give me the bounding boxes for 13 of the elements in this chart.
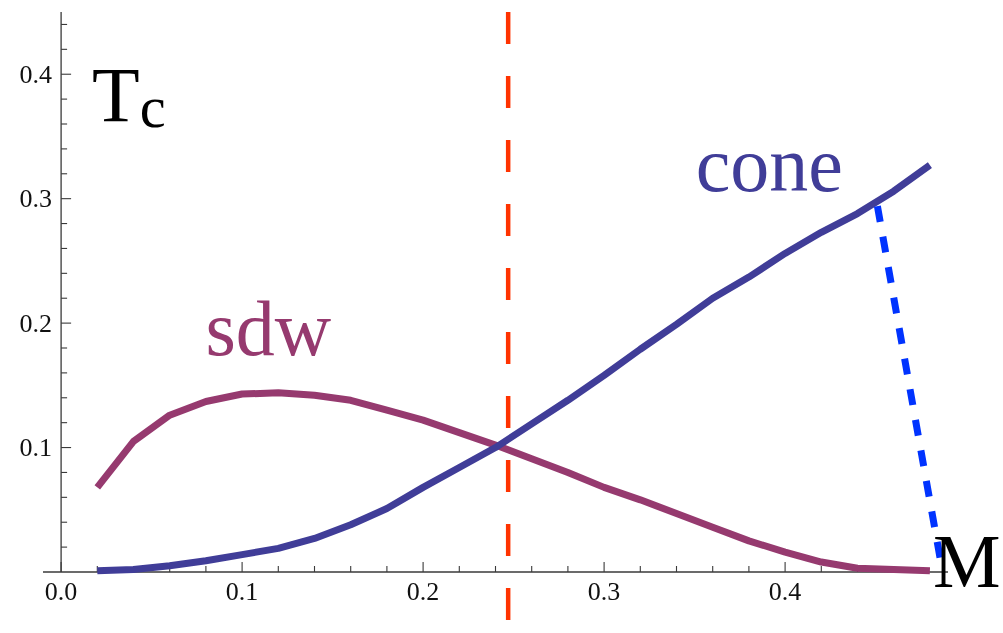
x-tick-label: 0.0 [44,577,78,606]
y-tick-label: 0.2 [19,308,53,338]
x-axis-title: M [933,519,1001,603]
x-tick-label: 0.4 [768,577,802,606]
x-tick-label: 0.3 [587,577,621,606]
x-tick-label: 0.1 [225,577,259,606]
x-tick-label: 0.2 [406,577,440,606]
y-tick-label: 0.4 [19,59,53,89]
y-tick-label: 0.3 [19,184,53,214]
series-label: cone [695,121,843,209]
series-label: sdw [205,284,332,372]
y-axis-title: T$_{c}$ [92,51,166,141]
y-tick-label: 0.1 [19,433,53,463]
